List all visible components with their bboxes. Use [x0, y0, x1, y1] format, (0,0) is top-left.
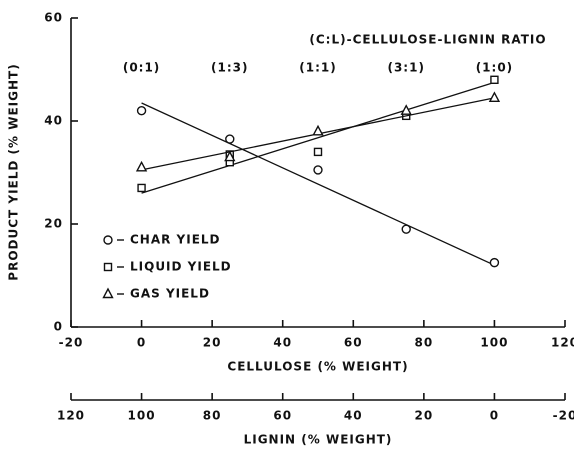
point — [400, 104, 412, 115]
fit-line — [141, 102, 495, 266]
x2-tick-label: 120 — [57, 409, 85, 423]
point — [489, 257, 500, 268]
point — [488, 91, 501, 103]
y-axis-label: PRODUCT YIELD (% WEIGHT) — [7, 63, 21, 280]
x2-tick-label: 20 — [415, 409, 434, 423]
x2-tick-label: 80 — [203, 409, 222, 423]
x2-axis-label: LIGNIN (% WEIGHT) — [244, 433, 393, 447]
legend-label: LIQUID YIELD — [130, 260, 232, 274]
ratio-label: (1:0) — [476, 61, 513, 75]
point — [135, 160, 148, 172]
x-tick-label: -20 — [59, 336, 84, 350]
point — [313, 165, 323, 175]
legend-label: CHAR YIELD — [130, 233, 221, 247]
point — [225, 134, 235, 144]
x2-tick-label: 60 — [273, 409, 292, 423]
x2-tick-label: 0 — [490, 409, 499, 423]
point — [312, 124, 324, 136]
legend-marker — [103, 235, 113, 245]
x2-tick-label: -20 — [553, 409, 574, 423]
annotation: (C:L)-CELLULOSE-LIGNIN RATIO — [309, 33, 546, 47]
x-tick-label: 100 — [480, 336, 508, 350]
x2-tick-label: 40 — [344, 409, 363, 423]
legend-marker — [102, 287, 114, 299]
legend-marker — [103, 262, 113, 272]
legend-label: GAS YIELD — [130, 287, 210, 301]
point — [401, 224, 411, 234]
x-tick-label: 20 — [203, 336, 222, 350]
x2-tick-label: 100 — [128, 409, 156, 423]
point — [136, 105, 147, 116]
point — [490, 75, 499, 85]
x-tick-label: 60 — [344, 336, 363, 350]
x-tick-label: 80 — [415, 336, 434, 350]
y-tick-label: 0 — [54, 320, 63, 334]
point — [137, 183, 146, 193]
y-tick-label: 20 — [44, 217, 63, 231]
x-tick-label: 120 — [551, 336, 574, 350]
ratio-label: (3:1) — [387, 61, 424, 75]
ratio-label: (1:3) — [211, 61, 248, 75]
point — [313, 147, 323, 157]
ratio-label: (1:1) — [299, 61, 336, 75]
point — [224, 150, 236, 162]
y-tick-label: 60 — [44, 11, 63, 25]
fit-line — [141, 81, 495, 194]
y-tick-label: 40 — [44, 114, 63, 128]
x-axis-label: CELLULOSE (% WEIGHT) — [227, 360, 408, 374]
ratio-label: (0:1) — [123, 61, 160, 75]
x-tick-label: 40 — [273, 336, 292, 350]
x-tick-label: 0 — [137, 336, 146, 350]
